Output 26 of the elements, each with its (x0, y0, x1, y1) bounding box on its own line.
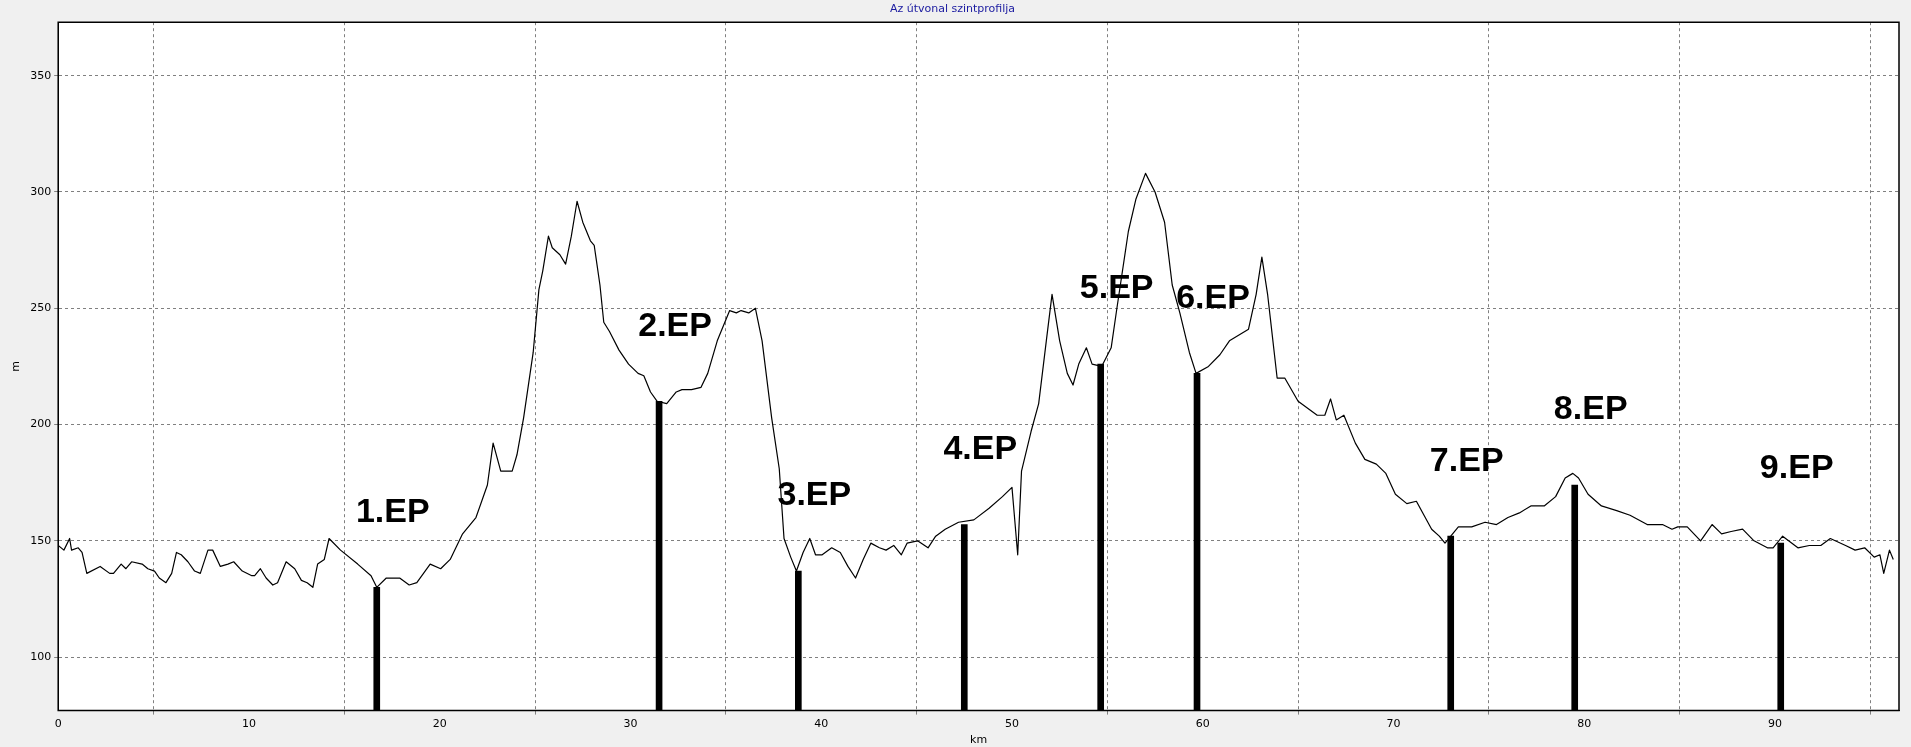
x-tick-label: 50 (1004, 717, 1019, 731)
annotation: 7.EP (1429, 439, 1504, 478)
y-tick-label: 250 (30, 301, 52, 315)
y-axis-title: m (9, 361, 23, 372)
x-tick-label: 20 (432, 717, 447, 731)
y-tick-label: 150 (30, 533, 52, 547)
x-tick-label: 90 (1768, 717, 1783, 731)
x-tick-label: 70 (1386, 717, 1401, 731)
annotation: 2.EP (638, 304, 712, 343)
y-tick-label: 200 (30, 417, 52, 431)
annotation: 8.EP (1553, 388, 1628, 427)
y-tick-label: 100 (30, 649, 52, 663)
y-tick-label: 350 (30, 68, 52, 82)
x-tick-label: 0 (54, 717, 62, 731)
y-tick-label: 300 (30, 184, 52, 198)
x-tick-label: 30 (623, 717, 638, 731)
chart-title: Az útvonal szintprofilja (889, 2, 1016, 16)
annotation: 4.EP (943, 427, 1018, 466)
x-tick-label: 10 (241, 717, 256, 731)
x-axis-title: km (970, 733, 988, 747)
annotation: 1.EP (355, 490, 430, 529)
x-tick-label: 40 (814, 717, 829, 731)
annotation: 6.EP (1176, 276, 1250, 315)
x-tick-label: 60 (1195, 717, 1210, 731)
x-tick-label: 80 (1577, 717, 1592, 731)
annotation: 9.EP (1759, 446, 1834, 485)
